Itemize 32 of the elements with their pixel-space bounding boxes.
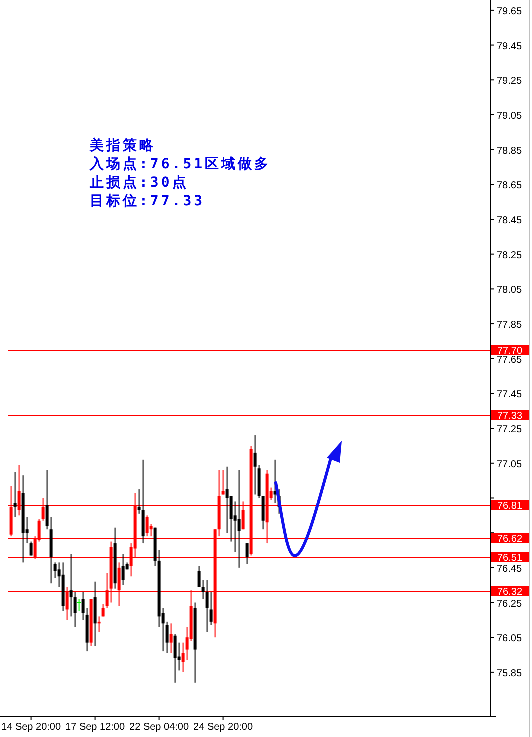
y-tick-label: 78.45 [497, 216, 522, 227]
x-tick-label: 14 Sep 20:00 [2, 722, 62, 733]
ref-line-label: 76.32 [497, 587, 523, 598]
annotation: 入场点:76.51区域做多 [89, 156, 272, 172]
y-tick-label: 78.85 [497, 146, 522, 157]
y-tick-label: 78.65 [497, 180, 522, 192]
y-tick-label: 79.65 [497, 6, 522, 18]
x-tick-label: 24 Sep 20:00 [194, 722, 254, 733]
y-tick-label: 76.45 [497, 564, 522, 575]
x-tick-label: 17 Sep 12:00 [66, 722, 126, 733]
y-tick-label: 77.05 [497, 459, 522, 470]
y-tick-label: 78.05 [497, 285, 522, 296]
y-tick-label: 79.25 [497, 76, 522, 88]
ref-line-label: 77.70 [497, 346, 523, 357]
annotation: 目标位:77.33 [90, 194, 206, 210]
y-tick-label: 76.05 [497, 634, 522, 645]
y-tick-label: 79.05 [497, 110, 522, 122]
y-tick-label: 79.45 [497, 41, 522, 52]
y-tick-label: 75.85 [497, 668, 522, 680]
y-tick-label: 77.65 [497, 354, 522, 366]
annotation: 美指策略 [89, 137, 156, 154]
annotation: 止损点:30点 [89, 175, 189, 191]
y-tick-label: 76.25 [497, 598, 522, 610]
ref-line-label: 77.33 [497, 411, 523, 422]
ref-line-label: 76.62 [497, 534, 523, 545]
y-tick-label: 77.25 [497, 424, 522, 436]
y-tick-label: 78.25 [497, 250, 522, 262]
ref-line-label: 76.81 [497, 501, 523, 512]
y-tick-label: 77.45 [497, 390, 522, 401]
x-tick-label: 22 Sep 04:00 [130, 722, 190, 733]
y-tick-label: 77.85 [497, 320, 522, 332]
ref-line-label: 76.51 [497, 553, 523, 564]
